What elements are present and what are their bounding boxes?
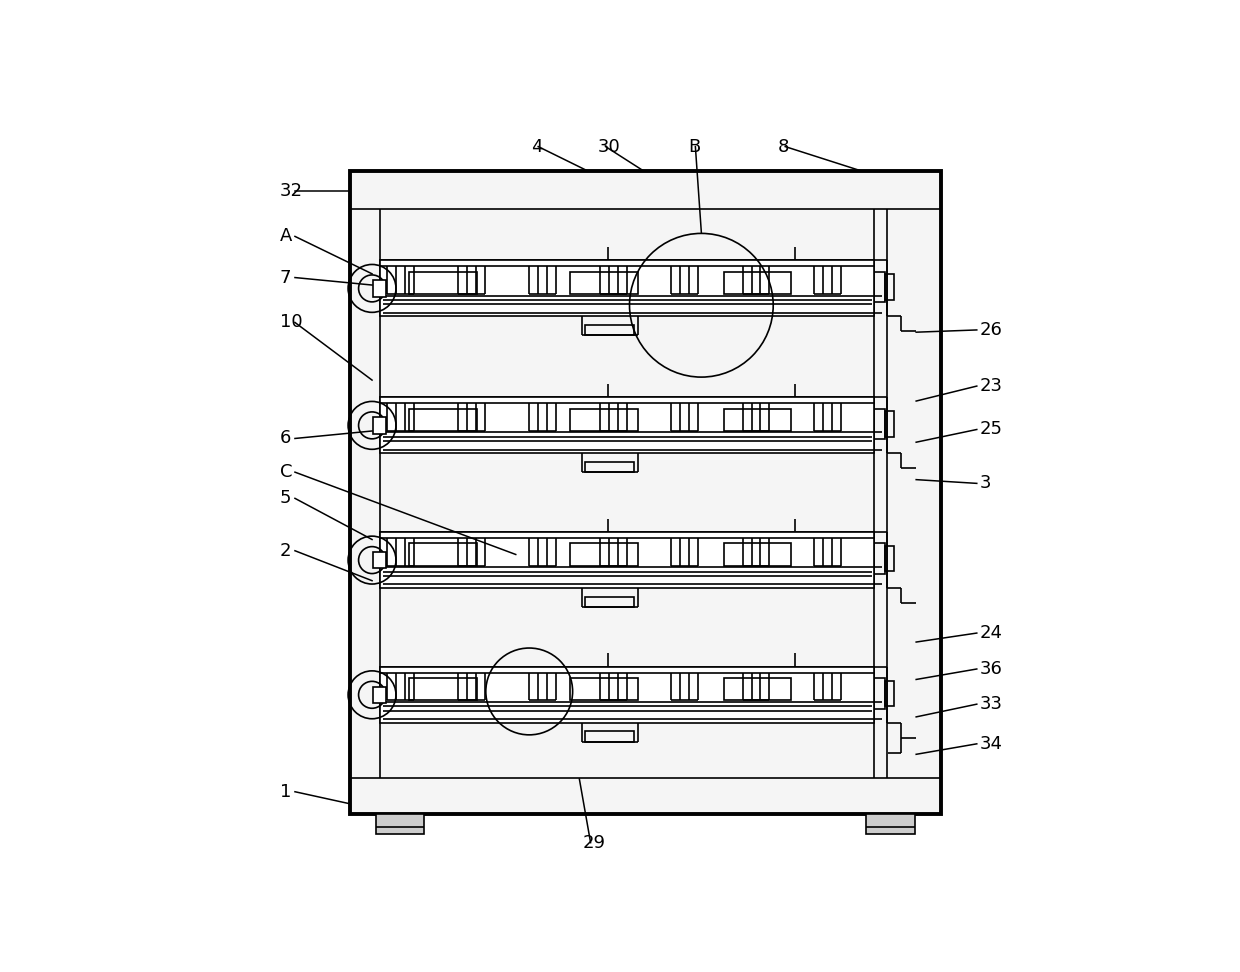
Bar <box>585 325 634 335</box>
Text: 32: 32 <box>280 183 303 200</box>
Bar <box>379 260 873 317</box>
Bar <box>379 398 873 453</box>
Bar <box>724 678 791 701</box>
Text: B: B <box>688 138 701 156</box>
Text: 34: 34 <box>980 735 1003 753</box>
Text: 10: 10 <box>280 313 303 331</box>
Text: 26: 26 <box>980 321 1003 339</box>
Bar <box>869 678 884 709</box>
Text: C: C <box>280 463 293 481</box>
Text: 23: 23 <box>980 377 1003 395</box>
Bar <box>885 546 894 572</box>
Text: 30: 30 <box>598 138 621 156</box>
Text: 2: 2 <box>280 541 291 560</box>
Bar <box>570 543 637 566</box>
Text: 24: 24 <box>980 624 1003 642</box>
Bar <box>570 678 637 701</box>
Bar <box>724 271 791 294</box>
Bar <box>373 280 387 296</box>
Bar <box>379 532 873 588</box>
Bar <box>379 260 873 266</box>
Bar <box>724 543 791 566</box>
Bar <box>379 667 873 673</box>
Bar <box>409 678 477 701</box>
Bar <box>724 408 791 431</box>
Text: 1: 1 <box>280 782 291 801</box>
Bar <box>409 271 477 294</box>
Bar <box>885 680 894 706</box>
Text: 5: 5 <box>280 489 291 507</box>
Bar <box>585 462 634 472</box>
Text: 33: 33 <box>980 695 1003 713</box>
Bar <box>373 552 387 569</box>
Bar <box>570 271 637 294</box>
Text: 25: 25 <box>980 421 1003 438</box>
Text: A: A <box>280 227 293 245</box>
Bar <box>570 408 637 431</box>
Bar <box>869 543 884 574</box>
Bar <box>373 686 387 703</box>
Bar <box>350 170 941 815</box>
Bar <box>885 411 894 436</box>
Bar <box>585 731 634 742</box>
Bar <box>869 408 884 439</box>
Bar <box>869 271 884 302</box>
Bar <box>866 815 915 834</box>
Bar <box>409 408 477 431</box>
Text: 36: 36 <box>980 660 1003 678</box>
Text: 7: 7 <box>280 268 291 287</box>
Bar <box>585 597 634 607</box>
Bar <box>409 543 477 566</box>
Bar <box>373 417 387 434</box>
Bar <box>376 815 424 834</box>
Bar <box>379 532 873 538</box>
Text: 29: 29 <box>583 834 606 851</box>
Text: 8: 8 <box>777 138 789 156</box>
Text: 3: 3 <box>980 474 991 493</box>
Bar <box>885 274 894 299</box>
Bar <box>379 667 873 723</box>
Bar <box>350 209 941 779</box>
Bar <box>379 398 873 403</box>
Text: 6: 6 <box>280 430 291 447</box>
Text: 4: 4 <box>531 138 542 156</box>
